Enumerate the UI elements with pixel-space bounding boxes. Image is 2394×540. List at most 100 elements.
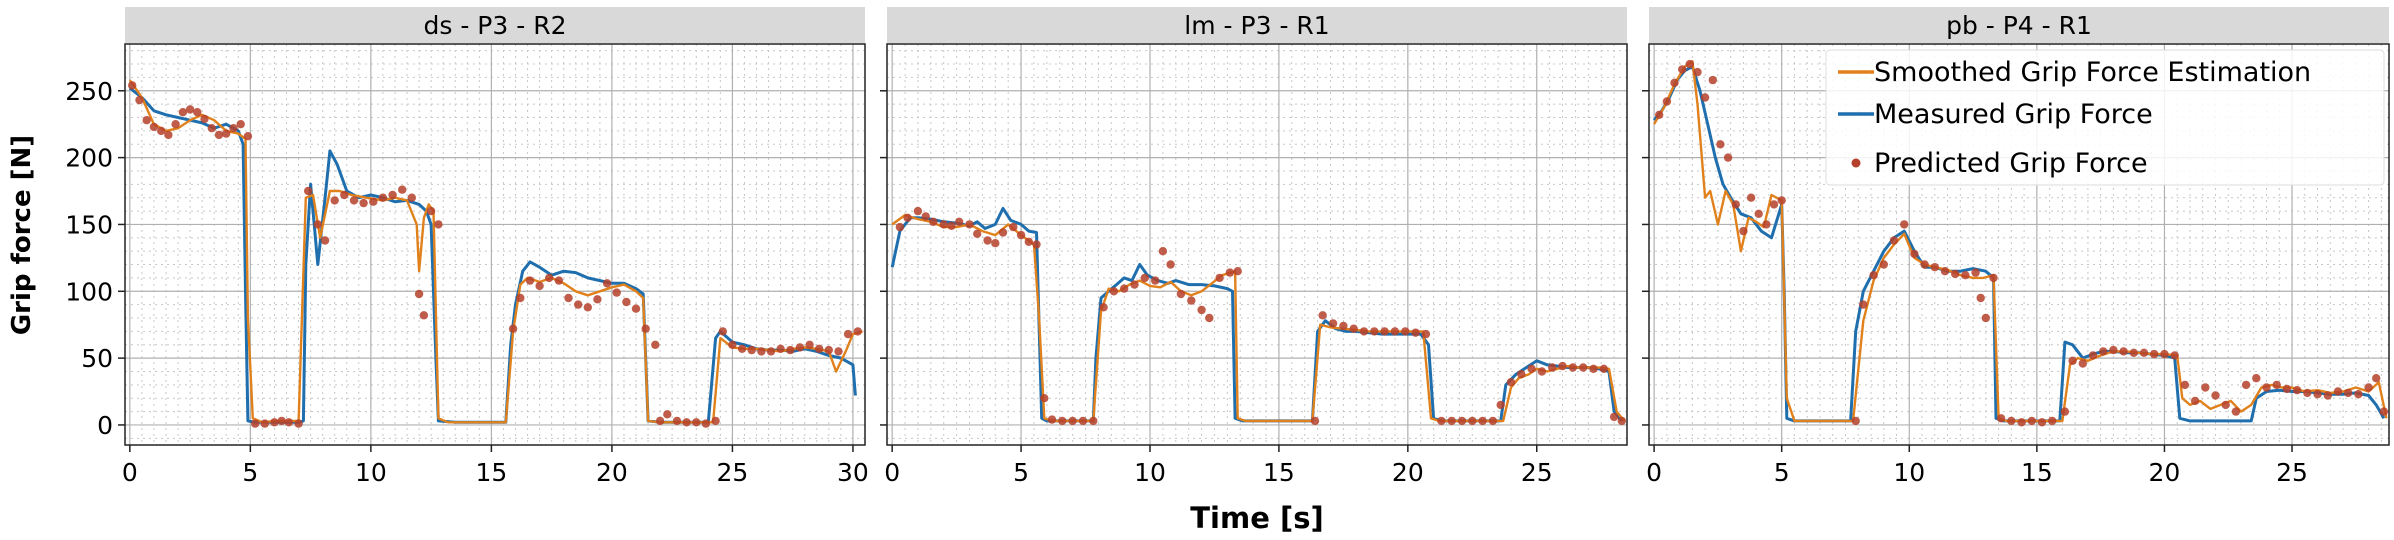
- predicted-point: [1900, 220, 1909, 229]
- predicted-point: [236, 120, 245, 129]
- predicted-point: [1140, 273, 1150, 283]
- predicted-point: [895, 222, 905, 232]
- predicted-point: [1390, 327, 1400, 336]
- predicted-point: [1693, 67, 1702, 77]
- predicted-point: [398, 185, 407, 194]
- predicted-point: [1068, 416, 1077, 426]
- predicted-point: [2068, 356, 2077, 365]
- predicted-point: [1478, 416, 1487, 426]
- predicted-point: [583, 303, 592, 312]
- y-axis-label: Grip force [N]: [7, 135, 37, 335]
- predicted-point: [1879, 260, 1889, 269]
- predicted-point: [1971, 268, 1980, 277]
- predicted-point: [2354, 390, 2363, 399]
- predicted-point: [554, 276, 564, 285]
- predicted-point: [535, 281, 544, 291]
- predicted-point: [277, 416, 286, 426]
- predicted-point: [1951, 269, 1960, 279]
- predicted-point: [340, 190, 349, 200]
- predicted-point: [757, 347, 766, 356]
- predicted-point: [1723, 153, 1733, 162]
- y-tick-label: 200: [65, 144, 113, 173]
- predicted-point: [947, 221, 956, 230]
- predicted-point: [2060, 407, 2070, 416]
- predicted-point: [853, 327, 862, 336]
- x-tick-label: 25: [717, 458, 749, 487]
- x-tick-label: 5: [1774, 458, 1790, 487]
- predicted-point: [270, 418, 279, 427]
- predicted-point: [178, 108, 188, 117]
- predicted-point: [2027, 416, 2037, 426]
- predicted-point: [525, 276, 535, 285]
- predicted-point: [692, 418, 701, 427]
- predicted-point: [824, 345, 833, 355]
- predicted-point: [2221, 400, 2230, 410]
- predicted-point: [2303, 388, 2312, 398]
- predicted-point: [1754, 209, 1763, 218]
- predicted-point: [1109, 287, 1119, 296]
- predicted-point: [1662, 97, 1672, 106]
- predicted-point: [593, 295, 602, 304]
- predicted-point: [1151, 276, 1160, 285]
- predicted-point: [516, 293, 525, 303]
- y-tick-label: 100: [65, 277, 113, 306]
- predicted-point: [1762, 220, 1771, 229]
- legend-label: Measured Grip Force: [1874, 99, 2153, 130]
- legend-label: Predicted Grip Force: [1874, 148, 2148, 179]
- predicted-point: [185, 105, 195, 114]
- predicted-point: [1859, 300, 1868, 309]
- predicted-point: [1527, 364, 1536, 373]
- predicted-point: [214, 130, 224, 140]
- predicted-point: [1940, 267, 1950, 276]
- predicted-point: [2007, 416, 2016, 426]
- x-tick-label: 15: [475, 458, 507, 487]
- predicted-point: [426, 206, 436, 216]
- panel-1: ds - P3 - R2 0 5 10 15 20 25 30 0 50 100 150 200 250: [65, 7, 869, 487]
- predicted-point: [2252, 374, 2261, 383]
- predicted-point: [1579, 363, 1588, 372]
- plot-area: [890, 206, 1627, 426]
- predicted-point: [815, 344, 824, 353]
- x-tick-label: 0: [884, 458, 900, 487]
- x-tick-label: 20: [596, 458, 628, 487]
- predicted-point: [1851, 416, 1860, 426]
- predicted-point: [1318, 311, 1327, 320]
- predicted-point: [2190, 396, 2200, 406]
- predicted-point: [1700, 93, 1710, 102]
- predicted-point: [369, 197, 378, 206]
- predicted-point: [1205, 313, 1214, 323]
- predicted-point: [260, 419, 269, 428]
- predicted-point: [2282, 384, 2292, 394]
- predicted-point: [414, 289, 424, 299]
- predicted-point: [1437, 416, 1446, 426]
- predicted-point: [1678, 65, 1687, 74]
- predicted-point: [1016, 230, 1026, 240]
- predicted-point: [1599, 364, 1609, 373]
- predicted-point: [843, 329, 853, 339]
- predicted-point: [631, 304, 641, 313]
- predicted-point: [1099, 303, 1108, 312]
- predicted-point: [1739, 226, 1748, 236]
- predicted-point: [2372, 374, 2381, 383]
- predicted-point: [1089, 416, 1098, 426]
- y-tick-label: 0: [97, 411, 113, 440]
- x-tick-label: 15: [2021, 458, 2053, 487]
- legend-label: Smoothed Grip Force Estimation: [1874, 57, 2311, 88]
- predicted-point: [903, 213, 912, 222]
- predicted-point: [2211, 391, 2220, 400]
- predicted-point: [682, 418, 691, 427]
- predicted-point: [2241, 380, 2251, 390]
- predicted-point: [2313, 390, 2322, 399]
- series-line-measured: [1652, 65, 2386, 423]
- predicted-point: [1328, 319, 1338, 328]
- y-tick-label: 150: [65, 210, 113, 239]
- predicted-point: [1047, 415, 1057, 424]
- predicted-point: [2160, 349, 2169, 359]
- predicted-point: [1869, 271, 1878, 280]
- predicted-point: [2364, 383, 2373, 392]
- predicted-point: [834, 347, 843, 356]
- predicted-point: [135, 95, 144, 105]
- predicted-point: [1589, 364, 1598, 373]
- panel-header: [125, 7, 865, 43]
